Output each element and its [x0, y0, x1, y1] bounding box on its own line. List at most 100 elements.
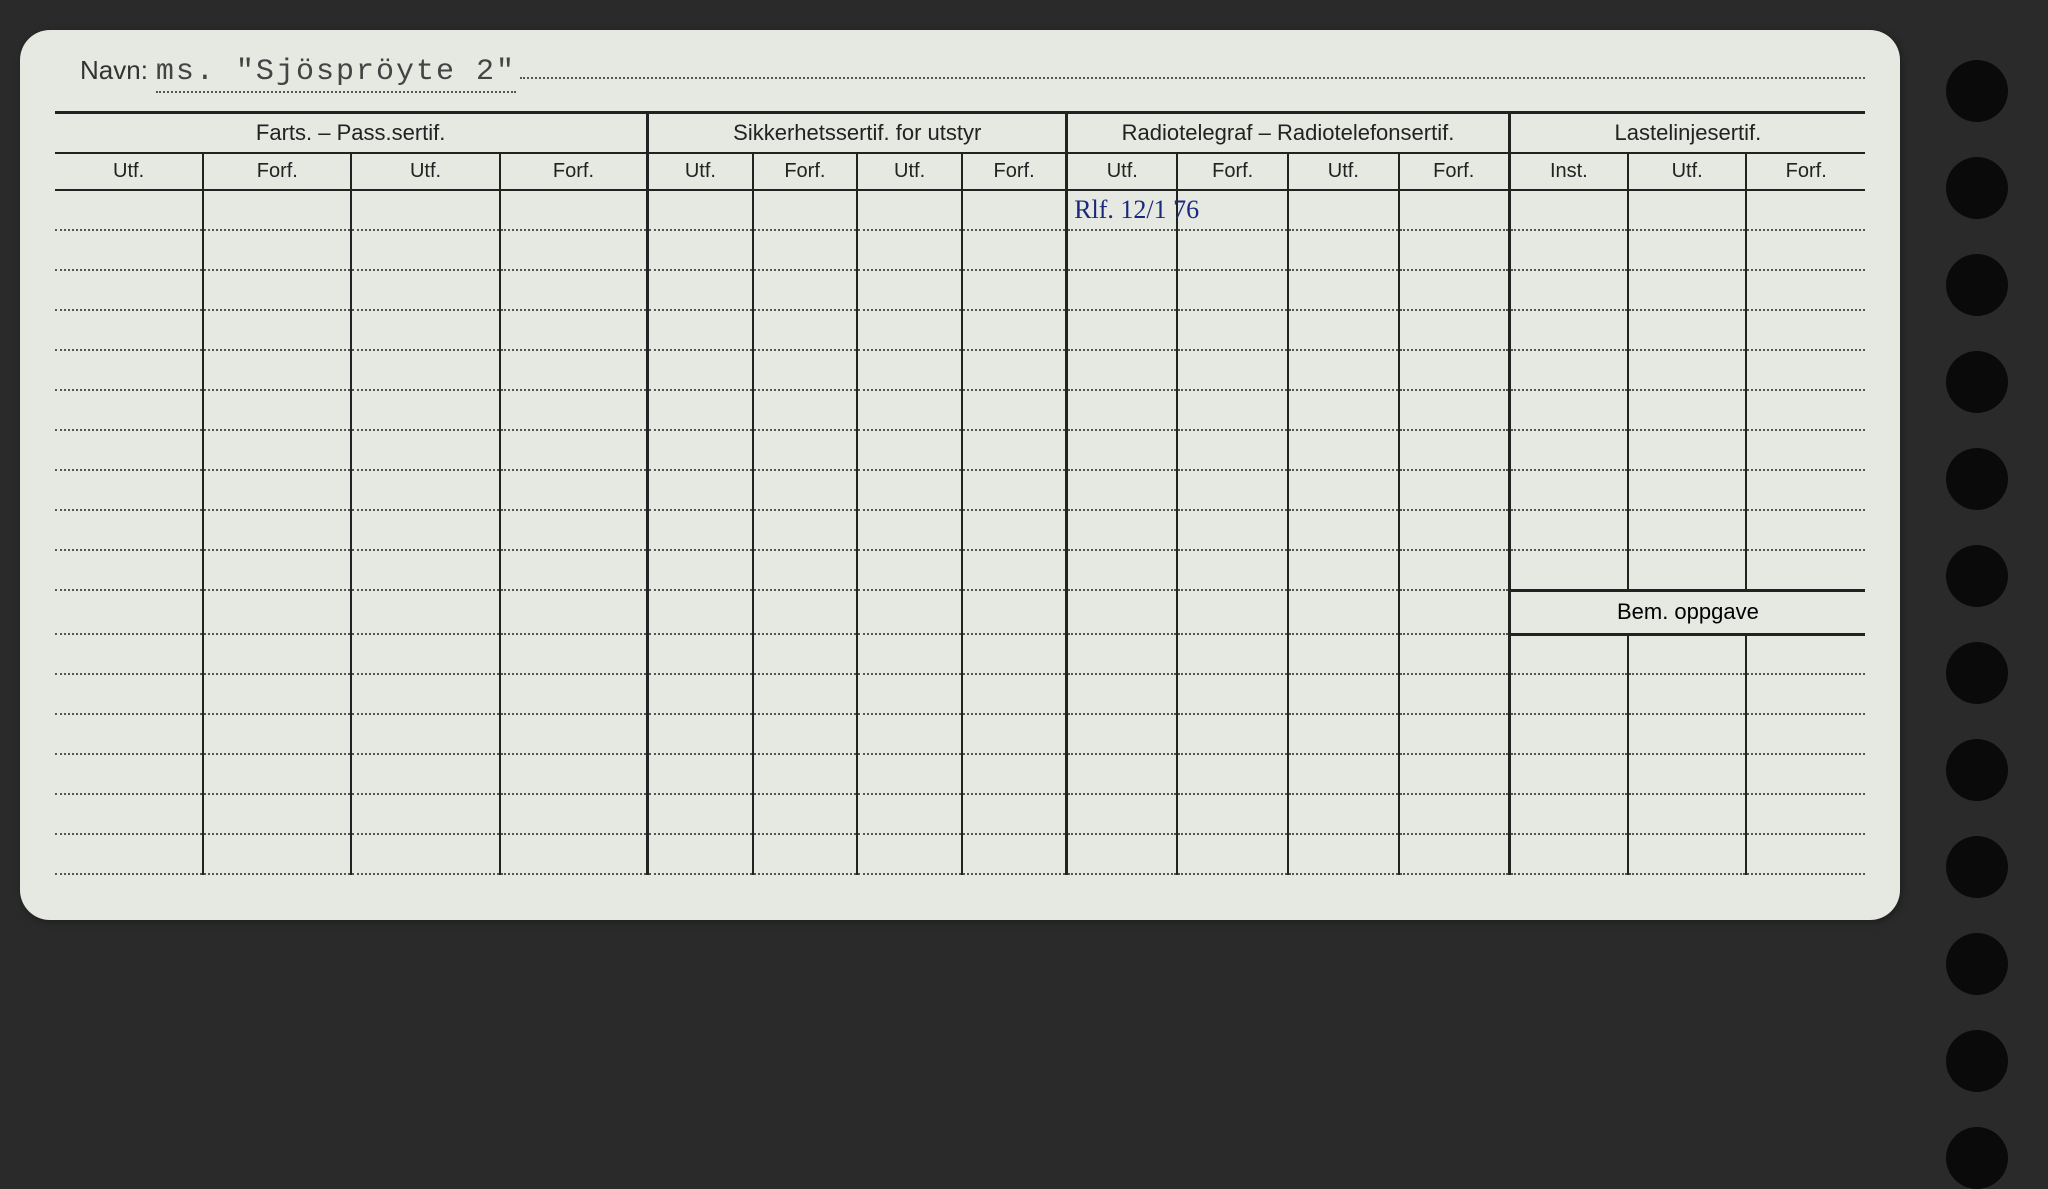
table-cell [1399, 510, 1510, 550]
binder-hole [1946, 933, 2008, 995]
table-row [55, 310, 1865, 350]
col-header: Forf. [203, 153, 351, 190]
table-cell [962, 350, 1067, 390]
table-cell [351, 190, 499, 230]
table-cell [1509, 470, 1628, 510]
table-cell [648, 350, 753, 390]
table-cell [500, 794, 648, 834]
table-cell [1628, 834, 1747, 874]
table-cell [857, 230, 962, 270]
table-cell [857, 310, 962, 350]
table-cell [500, 470, 648, 510]
binder-hole [1946, 739, 2008, 801]
table-cell [857, 590, 962, 634]
col-header: Inst. [1509, 153, 1628, 190]
table-cell [1067, 230, 1178, 270]
table-cell [648, 310, 753, 350]
table-cell [648, 230, 753, 270]
table-cell [1067, 470, 1178, 510]
table-cell [1177, 674, 1288, 714]
table-cell [1288, 270, 1399, 310]
table-cell [648, 714, 753, 754]
table-cell [857, 510, 962, 550]
table-cell [1067, 550, 1178, 590]
table-cell [203, 510, 351, 550]
table-cell [351, 714, 499, 754]
table-cell [1509, 390, 1628, 430]
table-cell [500, 590, 648, 634]
table-cell [1399, 834, 1510, 874]
navn-dotted-line [520, 63, 1865, 79]
table-cell [1288, 390, 1399, 430]
table-cell [1509, 794, 1628, 834]
table-cell [1509, 510, 1628, 550]
table-cell [1509, 230, 1628, 270]
table-cell [1288, 470, 1399, 510]
table-row [55, 510, 1865, 550]
table-cell [1288, 590, 1399, 634]
table-cell [962, 230, 1067, 270]
table-cell [1288, 634, 1399, 674]
table-cell [857, 190, 962, 230]
table-cell [1177, 550, 1288, 590]
table-cell [962, 470, 1067, 510]
table-cell [1628, 230, 1747, 270]
table-cell [648, 634, 753, 674]
table-cell [1177, 270, 1288, 310]
table-cell [1628, 550, 1747, 590]
table-cell [648, 590, 753, 634]
table-cell [351, 510, 499, 550]
table-cell [500, 510, 648, 550]
table-cell [1746, 794, 1865, 834]
table-cell [1509, 350, 1628, 390]
table-cell [351, 270, 499, 310]
table-cell [351, 834, 499, 874]
table-cell [753, 834, 858, 874]
table-cell [351, 350, 499, 390]
table-cell [55, 310, 203, 350]
table-cell: Rlf. 12/1 76 [1067, 190, 1178, 230]
table-row [55, 674, 1865, 714]
table-cell [351, 634, 499, 674]
table-cell [1177, 634, 1288, 674]
table-cell [1509, 550, 1628, 590]
table-cell [857, 754, 962, 794]
table-row [55, 390, 1865, 430]
table-cell [857, 634, 962, 674]
table-row [55, 350, 1865, 390]
table-cell [203, 590, 351, 634]
bem-header-row: Bem. oppgave [55, 590, 1865, 634]
table-cell [1399, 550, 1510, 590]
table-cell [500, 714, 648, 754]
table-cell [648, 190, 753, 230]
table-cell [1509, 270, 1628, 310]
binder-holes [1946, 60, 2008, 1189]
table-cell [500, 634, 648, 674]
table-cell [1399, 674, 1510, 714]
table-cell [500, 190, 648, 230]
table-cell [55, 754, 203, 794]
table-cell [648, 550, 753, 590]
table-cell [1288, 550, 1399, 590]
table-row: Rlf. 12/1 76 [55, 190, 1865, 230]
table-cell [1067, 270, 1178, 310]
table-cell [500, 230, 648, 270]
table-cell [753, 270, 858, 310]
table-cell [351, 590, 499, 634]
table-cell [1288, 834, 1399, 874]
table-cell [55, 634, 203, 674]
table-cell [753, 634, 858, 674]
col-header: Forf. [753, 153, 858, 190]
table-cell [1399, 310, 1510, 350]
col-header: Utf. [857, 153, 962, 190]
table-cell [1399, 470, 1510, 510]
table-cell [1399, 270, 1510, 310]
table-cell [753, 230, 858, 270]
table-cell [962, 510, 1067, 550]
table-cell [1067, 754, 1178, 794]
table-cell [1399, 794, 1510, 834]
table-cell [1628, 794, 1747, 834]
table-cell [1746, 714, 1865, 754]
table-cell [1746, 834, 1865, 874]
table-cell [351, 794, 499, 834]
